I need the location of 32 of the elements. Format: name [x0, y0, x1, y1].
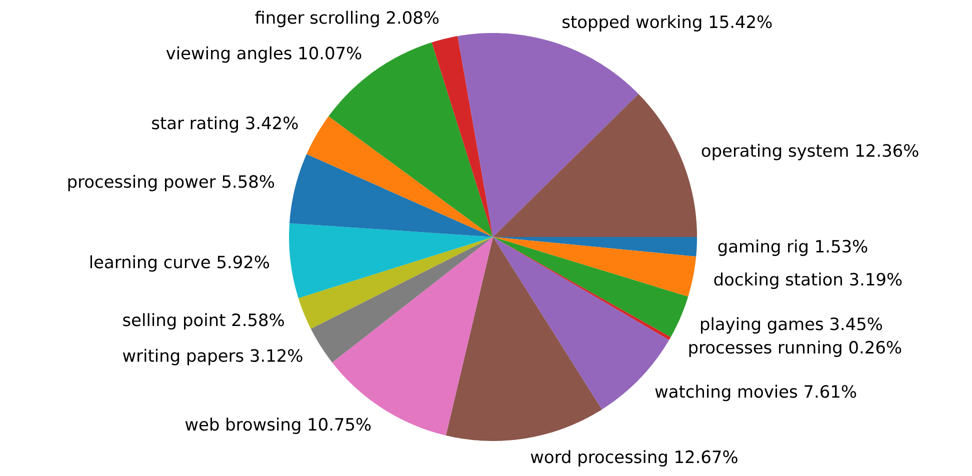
data-label: 2.58%	[232, 313, 284, 326]
data-label: 10.75%	[308, 418, 371, 431]
slice-label: gaming rig	[718, 240, 808, 256]
slice-label: viewing angles	[166, 46, 292, 63]
slice-label: learning curve	[90, 255, 210, 272]
data-label: 2.08%	[386, 11, 439, 24]
slice-label: watching movies	[655, 384, 798, 402]
data-label: 1.53%	[816, 240, 868, 253]
data-label: 12.67%	[676, 450, 738, 464]
slice-label: word processing	[530, 450, 667, 467]
data-label: 3.45%	[830, 317, 882, 330]
slice-label: operating system	[702, 144, 848, 160]
slice-label: docking station	[714, 272, 842, 289]
data-label: 5.58%	[222, 175, 274, 188]
slice-label: star rating	[152, 116, 238, 133]
data-label: 5.92%	[217, 256, 270, 268]
data-label: 0.26%	[849, 340, 902, 354]
data-label: 3.42%	[246, 116, 298, 130]
slice-label: web browsing	[185, 418, 300, 434]
slice-label: finger scrolling	[255, 10, 379, 28]
slice-label: processing power	[68, 174, 216, 192]
data-label: 15.42%	[710, 15, 772, 28]
data-label: 3.12%	[250, 349, 302, 362]
slice-label: playing games	[701, 317, 823, 334]
data-label: 12.36%	[856, 144, 918, 157]
data-label: 3.19%	[850, 272, 902, 286]
slice-label: processes running	[689, 340, 842, 357]
slice-label: writing papers	[122, 348, 244, 366]
slice-label: stopped working	[562, 15, 702, 32]
data-label: 7.61%	[804, 385, 856, 398]
data-label: 10.07%	[299, 46, 362, 60]
slice-label: selling point	[123, 313, 226, 330]
